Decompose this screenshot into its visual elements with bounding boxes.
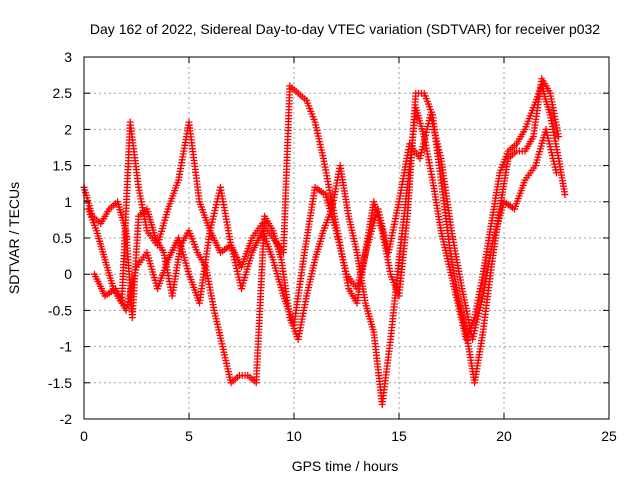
y-tick-label: 1.5 — [53, 158, 73, 174]
x-tick-label: 0 — [80, 428, 88, 444]
data-point — [555, 133, 563, 141]
data-point — [553, 169, 560, 177]
y-tick-label: 1 — [64, 194, 72, 210]
y-axis-label: SDTVAR / TECUs — [6, 182, 22, 294]
series-track-c — [91, 111, 560, 343]
y-tick-label: -1 — [60, 339, 73, 355]
y-tick-label: 2 — [64, 121, 72, 137]
y-tick-label: -2 — [60, 411, 73, 427]
x-tick-label: 20 — [496, 428, 512, 444]
grid-layer — [84, 57, 609, 419]
data-marks — [80, 75, 569, 409]
x-axis-label: GPS time / hours — [292, 458, 399, 474]
y-tick-label: 2.5 — [53, 85, 73, 101]
y-tick-label: 3 — [64, 49, 72, 65]
x-tick-label: 15 — [391, 428, 407, 444]
tick-layer: 0 5 10 15 20 25 -2 -1.5 -1 -0.5 0 0.5 1 1.5 2 2.5 3 — [48, 49, 617, 444]
y-tick-label: -0.5 — [48, 302, 72, 318]
x-tick-label: 10 — [286, 428, 302, 444]
chart-title: Day 162 of 2022, Sidereal Day-to-day VTE… — [90, 21, 600, 37]
y-tick-label: -1.5 — [48, 375, 72, 391]
x-tick-label: 5 — [185, 428, 193, 444]
y-tick-label: 0.5 — [53, 230, 73, 246]
series-track-a — [80, 82, 569, 409]
x-tick-label: 25 — [601, 428, 617, 444]
data-point — [561, 191, 569, 199]
y-tick-label: 0 — [64, 266, 72, 282]
